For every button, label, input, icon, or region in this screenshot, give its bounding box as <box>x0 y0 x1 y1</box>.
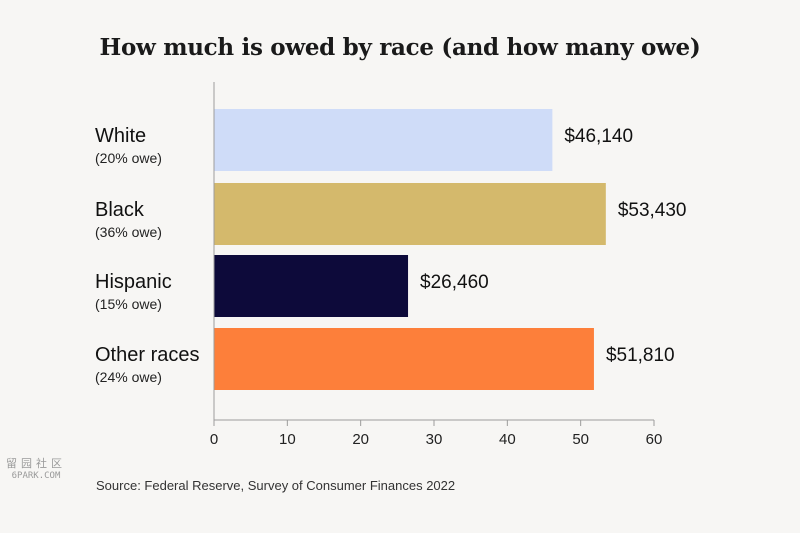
category-sublabel: (24% owe) <box>95 369 162 385</box>
x-tick-label: 30 <box>426 431 443 448</box>
chart-title: How much is owed by race (and how many o… <box>99 34 701 61</box>
x-tick-label: 40 <box>499 431 516 448</box>
watermark-logo: 留园社区 6PARK.COM <box>6 458 66 482</box>
bar <box>214 255 409 317</box>
watermark-logo-text: 留园社区 <box>6 457 66 470</box>
x-tick-label: 20 <box>352 431 369 448</box>
watermark-domain: 6PARK.COM <box>11 471 61 481</box>
category-label: White <box>95 125 146 147</box>
x-tick-label: 60 <box>646 431 663 448</box>
category-sublabel: (15% owe) <box>95 296 162 312</box>
category-label: Hispanic <box>95 271 172 293</box>
x-tick-label: 0 <box>210 431 218 448</box>
data-label: $26,460 <box>420 272 489 293</box>
data-label: $51,810 <box>606 345 675 366</box>
x-tick-label: 50 <box>572 431 589 448</box>
x-tick-label: 10 <box>279 431 296 448</box>
data-label: $46,140 <box>564 126 633 147</box>
bar <box>214 109 553 171</box>
category-sublabel: (20% owe) <box>95 150 162 166</box>
source-note: Source: Federal Reserve, Survey of Consu… <box>96 478 456 493</box>
bar <box>214 328 594 390</box>
data-label: $53,430 <box>618 200 687 221</box>
category-label: Black <box>95 199 145 221</box>
bar <box>214 183 606 245</box>
category-label: Other races <box>95 344 199 366</box>
category-sublabel: (36% owe) <box>95 224 162 240</box>
